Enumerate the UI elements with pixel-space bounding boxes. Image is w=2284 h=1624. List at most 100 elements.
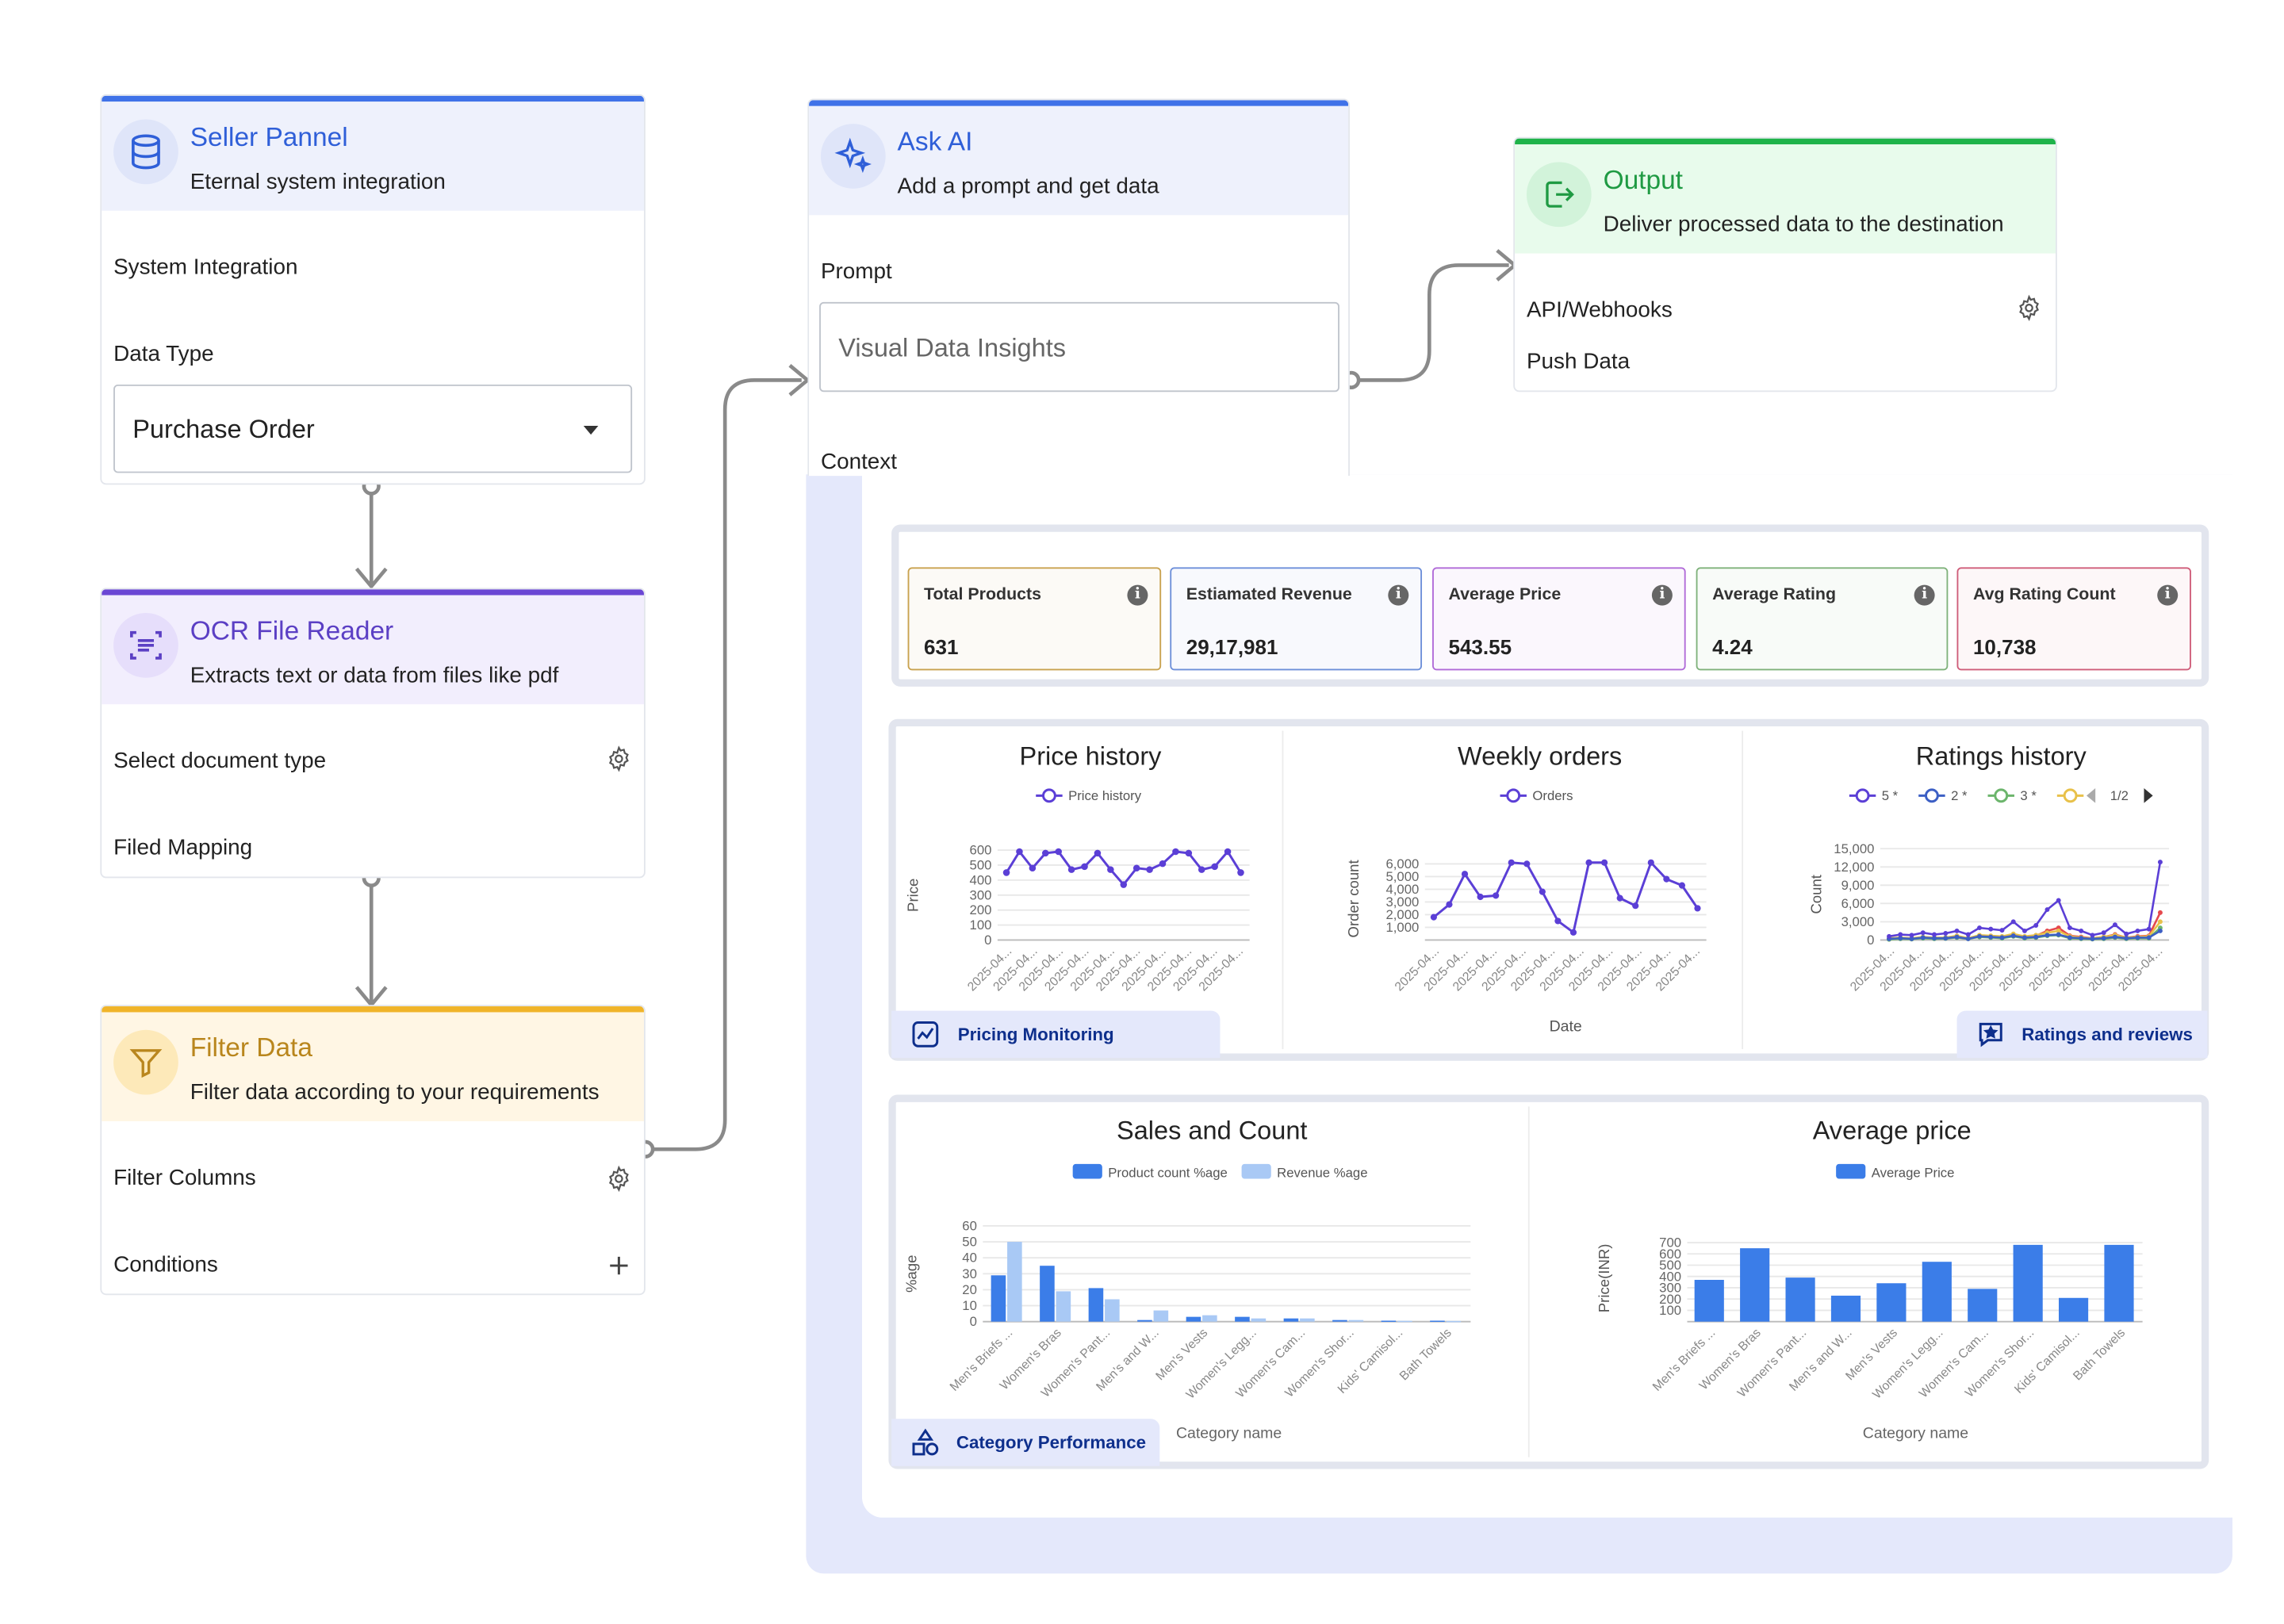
bar <box>1381 1320 1397 1322</box>
tab-pricing-monitoring[interactable]: Pricing Monitoring <box>891 1010 1221 1059</box>
node-output[interactable]: Output Deliver processed data to the des… <box>1513 136 2057 393</box>
data-point <box>2044 933 2050 938</box>
kpi-card: Average Rating 4.24 i <box>1696 567 1949 671</box>
node-title: Output <box>1603 165 1683 195</box>
data-point <box>2101 936 2106 941</box>
data-point <box>2067 925 2072 931</box>
kpi-strip <box>891 524 2209 687</box>
node-filter-data[interactable]: Filter Data Filter data according to you… <box>100 1005 646 1296</box>
node-seller-panel[interactable]: Seller Pannel Eternal system integration… <box>100 94 646 485</box>
data-point <box>2079 936 2084 941</box>
data-point <box>2090 933 2095 938</box>
y-tick-label: 1,000 <box>1385 920 1419 935</box>
node-ask-ai[interactable]: Ask AI Add a prompt and get data Prompt … <box>807 98 1350 477</box>
node-ocr-file-reader[interactable]: OCR File Reader Extracts text or data fr… <box>100 588 646 879</box>
tab-category-performance[interactable]: Category Performance <box>891 1419 1160 1466</box>
row-push-data[interactable]: Push Data <box>1526 349 1631 374</box>
info-icon[interactable]: i <box>2157 584 2179 606</box>
node-subtitle: Deliver processed data to the destinatio… <box>1603 212 2004 238</box>
gear-icon[interactable] <box>2016 294 2042 321</box>
y-tick-label: 700 <box>1659 1235 1681 1251</box>
legend-page: 1/2 <box>2110 788 2129 803</box>
context-label: Context <box>820 449 898 475</box>
legend-label: 2 * <box>1951 788 1968 803</box>
y-tick-label: 3,000 <box>1385 894 1419 910</box>
bar <box>2104 1244 2134 1322</box>
legend-label: Product count %age <box>1108 1166 1228 1181</box>
node-subtitle: Eternal system integration <box>190 169 446 195</box>
prompt-input-value: Visual Data Insights <box>838 332 1067 363</box>
y-tick-label: 3,000 <box>1841 914 1875 929</box>
y-axis-label: %age <box>903 1255 920 1293</box>
data-point <box>1601 859 1608 866</box>
row-conditions[interactable]: Conditions <box>113 1252 218 1277</box>
bar <box>1785 1277 1815 1322</box>
bar <box>1235 1316 1250 1322</box>
gear-icon[interactable] <box>606 745 632 772</box>
row-data-type-label: Data Type <box>113 342 214 367</box>
data-point <box>1632 902 1639 910</box>
data-point <box>2146 935 2152 940</box>
row-system-integration[interactable]: System Integration <box>113 255 298 281</box>
data-point <box>1694 905 1701 912</box>
bar-charts-card <box>888 1094 2209 1469</box>
info-icon[interactable]: i <box>1914 584 1935 606</box>
data-point <box>2135 935 2140 940</box>
series-line <box>1432 860 1699 935</box>
data-point <box>1493 892 1500 899</box>
data-point <box>1146 866 1153 873</box>
data-point <box>1477 893 1484 901</box>
data-point <box>2022 928 2027 933</box>
row-filed-mapping[interactable]: Filed Mapping <box>113 835 253 861</box>
data-point <box>2135 928 2140 933</box>
data-point <box>1055 848 1062 856</box>
data-point <box>2056 898 2061 903</box>
tab-ratings-and-reviews[interactable]: Ratings and reviews <box>1956 1010 2208 1059</box>
data-type-select[interactable]: Purchase Order <box>113 384 633 473</box>
kpi-value: 10,738 <box>1972 634 2037 659</box>
data-point <box>2112 934 2117 940</box>
data-point <box>1224 848 1232 856</box>
y-tick-label: 0 <box>984 933 991 948</box>
data-point <box>2033 934 2039 940</box>
row-api-webhooks[interactable]: API/Webhooks <box>1526 297 1673 323</box>
chart-title-sales-and-count: Sales and Count <box>1117 1115 1308 1145</box>
x-axis-label: Category name <box>1863 1424 1968 1442</box>
y-tick-label: 0 <box>1867 933 1874 948</box>
plus-icon[interactable] <box>607 1254 631 1277</box>
data-point <box>1159 860 1167 868</box>
data-point <box>1569 929 1577 936</box>
y-tick-label: 0 <box>970 1314 977 1329</box>
info-icon[interactable]: i <box>1127 584 1148 606</box>
bar <box>1202 1315 1217 1322</box>
star-message-icon <box>1979 1022 2002 1048</box>
info-icon[interactable]: i <box>1651 584 1673 606</box>
data-point <box>1999 928 2005 933</box>
data-point <box>1663 875 1670 883</box>
gear-icon[interactable] <box>606 1165 632 1193</box>
legend-marker <box>1506 788 1521 803</box>
kpi-label: Avg Rating Count <box>1972 586 2116 604</box>
y-tick-label: 40 <box>962 1251 977 1266</box>
prompt-input[interactable]: Visual Data Insights <box>819 301 1339 393</box>
row-filter-columns[interactable]: Filter Columns <box>113 1165 256 1191</box>
data-point <box>1965 936 1971 941</box>
series-line <box>1888 861 2162 938</box>
data-point <box>1042 849 1049 857</box>
data-point <box>2146 926 2152 932</box>
kpi-label: Average Rating <box>1712 586 1837 604</box>
legend-label: Price history <box>1068 788 1142 803</box>
data-point <box>1211 863 1218 871</box>
row-select-document-type[interactable]: Select document type <box>113 748 327 774</box>
data-point <box>1647 859 1654 866</box>
y-tick-label: 2,000 <box>1385 907 1419 922</box>
bar <box>1830 1295 1861 1322</box>
node-title: Filter Data <box>190 1032 312 1063</box>
data-point <box>2079 928 2084 933</box>
legend-label: Revenue %age <box>1277 1166 1367 1181</box>
data-point <box>2101 930 2106 936</box>
info-icon[interactable]: i <box>1388 584 1409 606</box>
bar <box>1876 1283 1907 1322</box>
y-tick-label: 60 <box>962 1218 977 1233</box>
